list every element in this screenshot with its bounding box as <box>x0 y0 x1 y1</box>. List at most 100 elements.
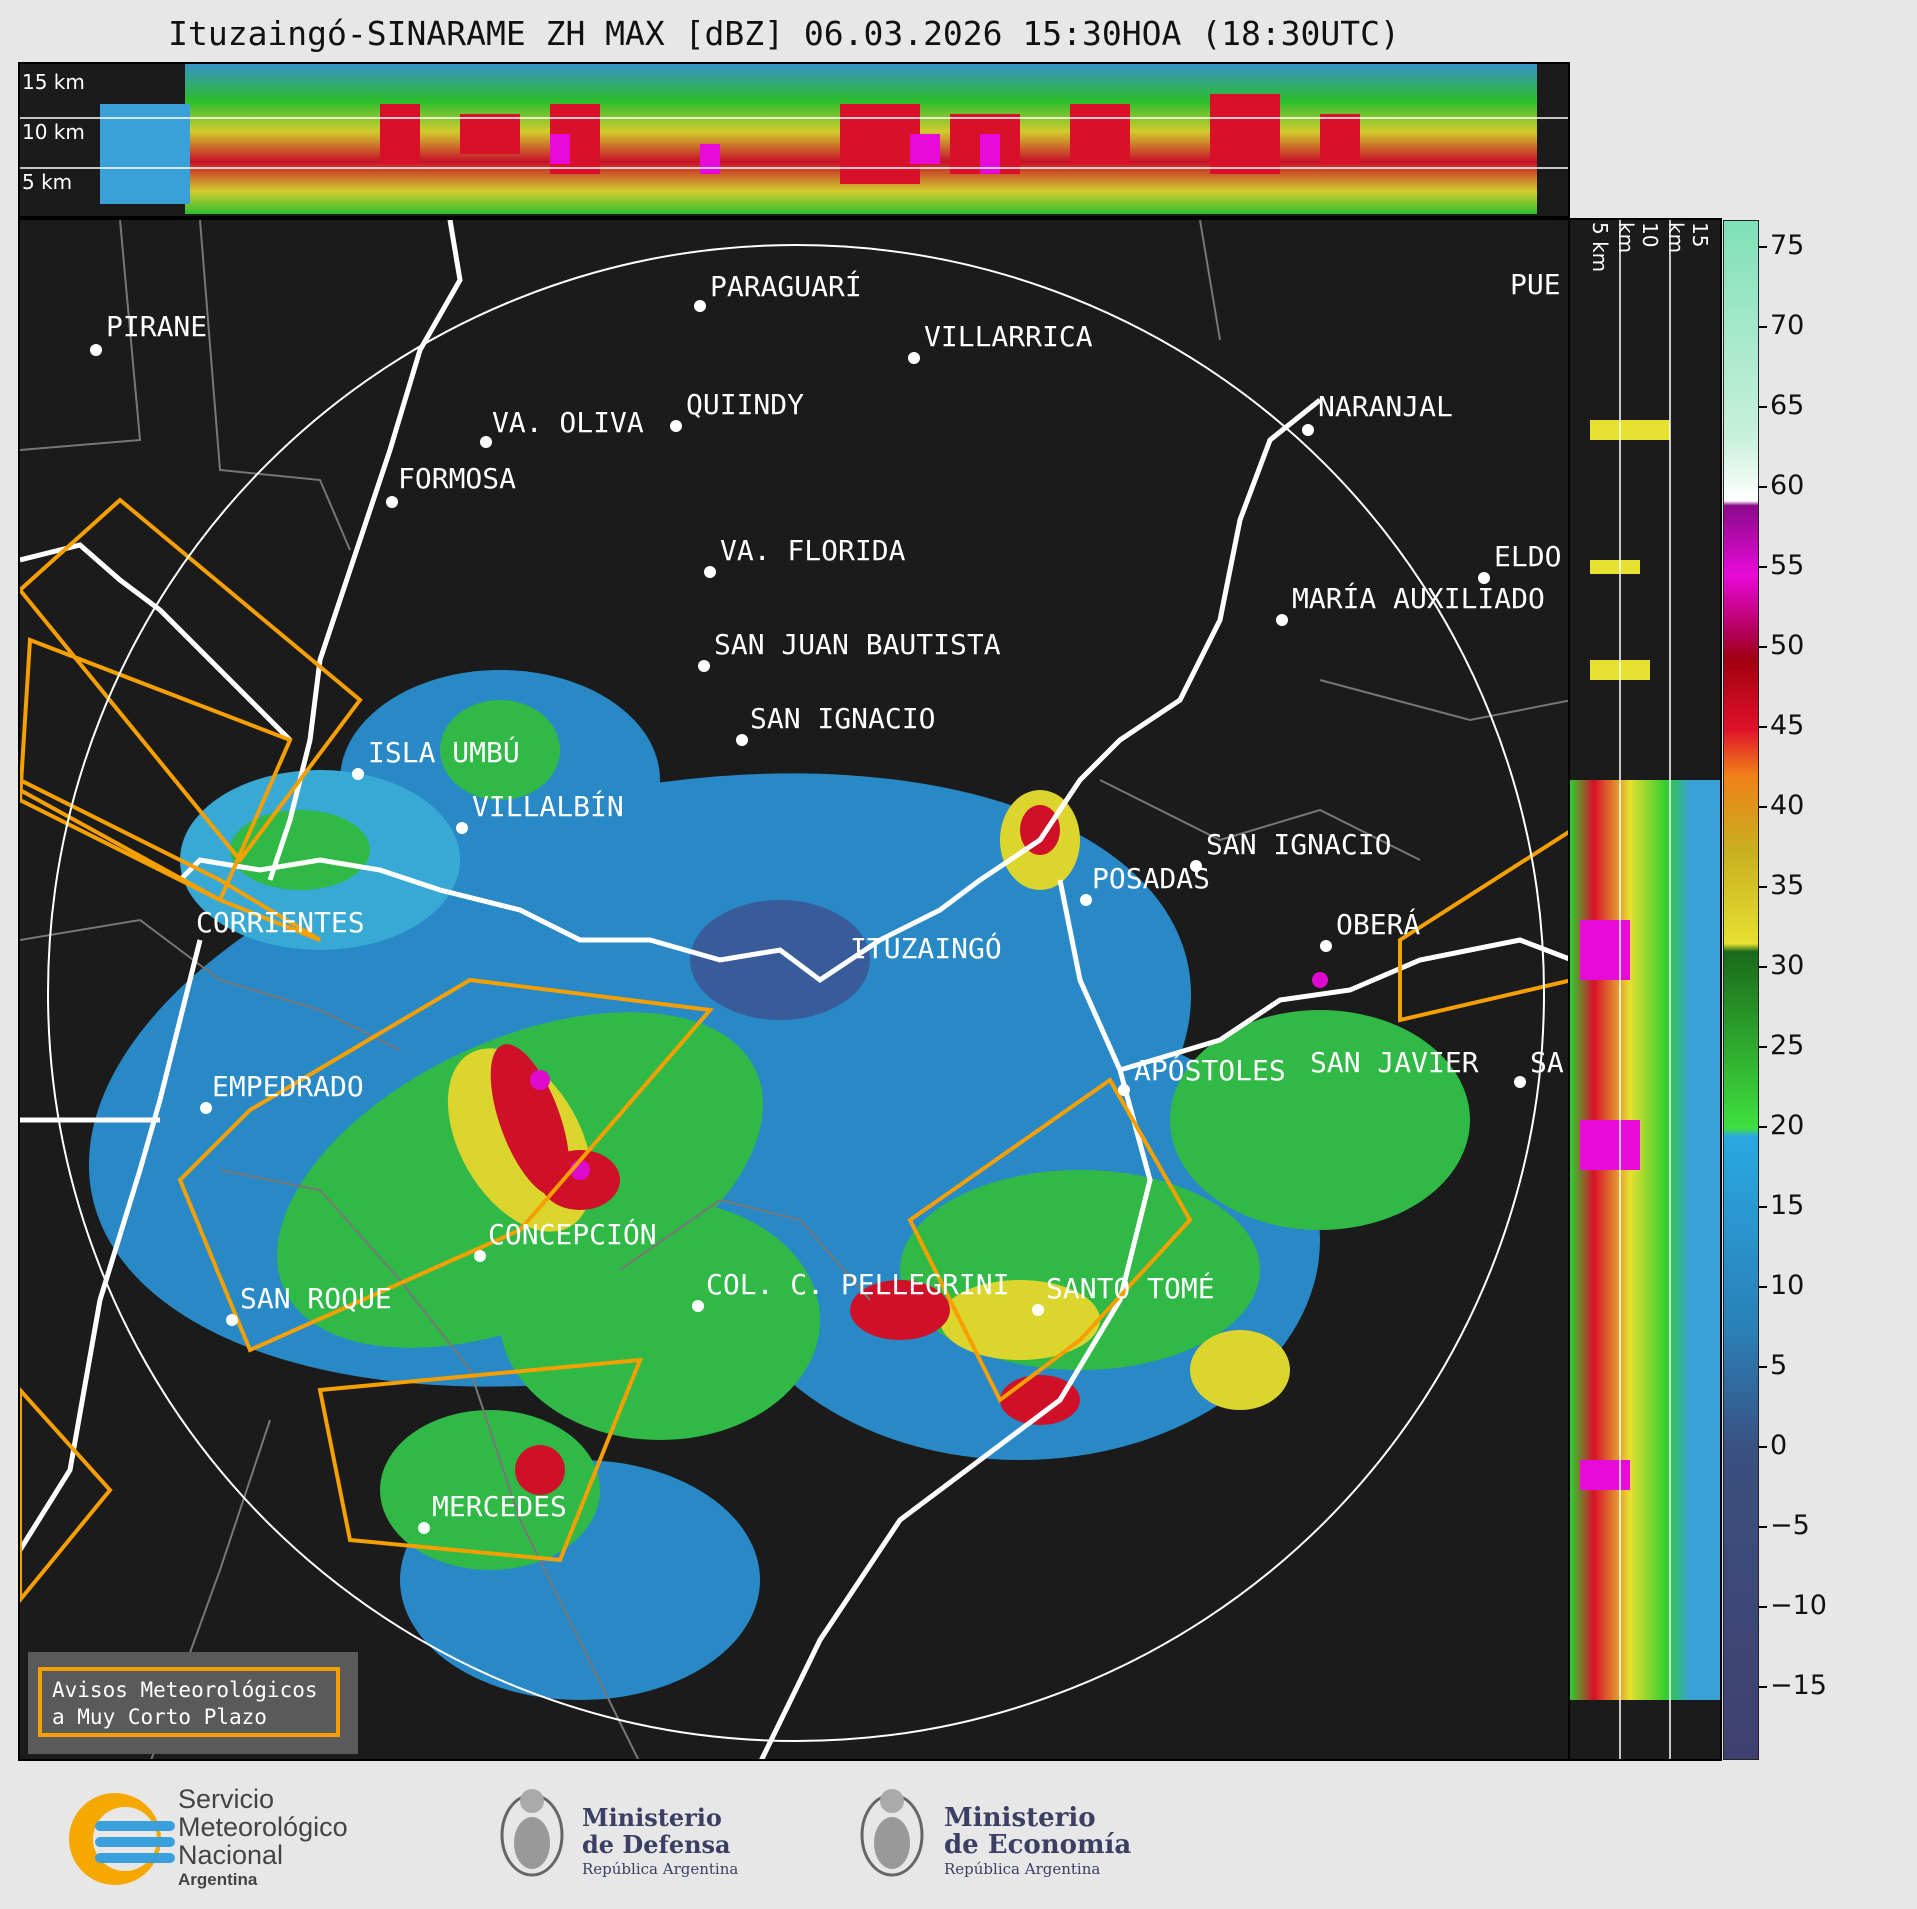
city-dot <box>736 734 748 746</box>
city-dot <box>1190 860 1202 872</box>
height-label-10km: 10 km <box>22 120 85 144</box>
colorbar-tick-label: −5 <box>1770 1510 1810 1541</box>
coat-of-arms-icon <box>860 1789 924 1877</box>
colorbar-tick-label: 30 <box>1770 950 1805 981</box>
city-label: POSADAS <box>1092 862 1211 895</box>
city-label: FORMOSA <box>398 462 517 495</box>
economia-line-2: de Economía <box>944 1830 1132 1860</box>
range-ring <box>47 244 1545 1742</box>
admin-borders <box>20 220 1568 1759</box>
city-label: VILLALBÍN <box>472 790 624 823</box>
city-dot <box>352 768 364 780</box>
city-label: COL. C. PELLEGRINI <box>706 1268 1010 1301</box>
colorbar-tick-label: 60 <box>1770 470 1805 501</box>
colorbar-tick-label: 50 <box>1770 630 1805 661</box>
colorbar-tick <box>1759 1686 1767 1688</box>
city-label: ITUZAINGÓ <box>850 932 1002 965</box>
city-dot <box>226 1314 238 1326</box>
legend-line-1: Avisos Meteorológicos <box>52 1678 318 1702</box>
colorbar-tick-label: 45 <box>1770 710 1805 741</box>
colorbar-tick-label: 70 <box>1770 310 1805 341</box>
radar-map-panel: PIRANE PARAGUARÍ VILLARRICA QUIINDY VA. … <box>18 218 1570 1761</box>
top-cross-section-panel: 15 km 10 km 5 km <box>18 62 1570 218</box>
colorbar-tick <box>1759 326 1767 328</box>
colorbar-tick-label: −15 <box>1770 1670 1827 1701</box>
city-label: VA. FLORIDA <box>720 534 906 567</box>
city-dot <box>1320 940 1332 952</box>
top-cross-section-plot <box>20 64 1568 214</box>
reflectivity-echoes <box>88 670 1470 1700</box>
colorbar-tick <box>1759 1606 1767 1608</box>
city-dot <box>694 300 706 312</box>
city-dot <box>1478 572 1490 584</box>
smn-logo-icon <box>69 1793 175 1885</box>
colorbar-tick-label: 20 <box>1770 1110 1805 1141</box>
city-dot <box>418 1522 430 1534</box>
city-dot <box>474 1250 486 1262</box>
radar-map <box>20 220 1568 1759</box>
colorbar-tick-label: 35 <box>1770 870 1805 901</box>
colorbar-tick-label: −10 <box>1770 1590 1827 1621</box>
defensa-line-3: República Argentina <box>582 1860 739 1878</box>
city-label: PUE <box>1510 268 1561 301</box>
economia-line-1: Ministerio <box>944 1803 1096 1833</box>
side-cross-section-panel: 5 km 10 km 15 km <box>1568 218 1722 1761</box>
colorbar-tick <box>1759 806 1767 808</box>
colorbar-tick-label: 10 <box>1770 1270 1805 1301</box>
coat-of-arms-icon <box>500 1789 564 1877</box>
city-dot <box>670 420 682 432</box>
city-dot <box>1276 614 1288 626</box>
colorbar-tick <box>1759 1046 1767 1048</box>
colorbar-tick <box>1759 646 1767 648</box>
colorbar-tick <box>1759 406 1767 408</box>
colorbar-tick-label: 0 <box>1770 1430 1788 1461</box>
city-label: MARÍA AUXILIADO <box>1292 582 1545 615</box>
colorbar-tick <box>1759 1446 1767 1448</box>
city-label: EMPEDRADO <box>212 1070 364 1103</box>
city-label: PIRANE <box>106 310 208 343</box>
city-dot <box>1118 1084 1130 1096</box>
colorbar-tick <box>1759 886 1767 888</box>
city-label: PARAGUARÍ <box>710 270 862 303</box>
city-dot <box>1032 1304 1044 1316</box>
city-dot <box>698 660 710 672</box>
city-dot <box>1514 1076 1526 1088</box>
defensa-line-2: de Defensa <box>582 1830 731 1859</box>
colorbar-tick <box>1759 1526 1767 1528</box>
city-dot <box>90 344 102 356</box>
city-label: SA <box>1530 1046 1564 1079</box>
city-dot <box>692 1300 704 1312</box>
economia-line-3: República Argentina <box>944 1860 1101 1878</box>
colorbar-tick <box>1759 486 1767 488</box>
city-label: VILLARRICA <box>924 320 1093 353</box>
city-label: SAN JAVIER <box>1310 1046 1479 1079</box>
defensa-line-1: Ministerio <box>582 1803 722 1832</box>
height-label-15km: 15 km <box>1664 222 1712 254</box>
colorbar-tick <box>1759 566 1767 568</box>
city-label: ELDO <box>1494 540 1562 573</box>
chart-title: Ituzaingó-SINARAME ZH MAX [dBZ] 06.03.20… <box>168 14 1400 53</box>
colorbar-tick-label: 55 <box>1770 550 1805 581</box>
city-label: SAN IGNACIO <box>1206 828 1392 861</box>
warning-legend: Avisos Meteorológicos a Muy Corto Plazo <box>38 1667 340 1737</box>
city-label: SANTO TOMÉ <box>1046 1272 1215 1305</box>
colorbar-tick-label: 15 <box>1770 1190 1805 1221</box>
city-label: VA. OLIVA <box>492 406 644 439</box>
colorbar-tick <box>1759 966 1767 968</box>
colorbar-tick <box>1759 246 1767 248</box>
colorbar-tick-label: 5 <box>1770 1350 1788 1381</box>
smn-line-3: Nacional <box>178 1840 284 1870</box>
legend-line-2: a Muy Corto Plazo <box>52 1705 267 1729</box>
colorbar-tick-label: 65 <box>1770 390 1805 421</box>
side-cross-section-plot <box>1570 220 1720 1759</box>
city-dot <box>1080 894 1092 906</box>
dbz-colorbar <box>1723 220 1759 1760</box>
colorbar-tick <box>1759 1366 1767 1368</box>
city-label: APÓSTOLES <box>1134 1054 1286 1087</box>
smn-line-2: Meteorológico <box>178 1812 348 1842</box>
colorbar-tick-label: 25 <box>1770 1030 1805 1061</box>
city-dot <box>1302 424 1314 436</box>
colorbar-tick-label: 75 <box>1770 230 1805 261</box>
river-borders <box>20 220 1568 1759</box>
city-label: SAN JUAN BAUTISTA <box>714 628 1001 661</box>
